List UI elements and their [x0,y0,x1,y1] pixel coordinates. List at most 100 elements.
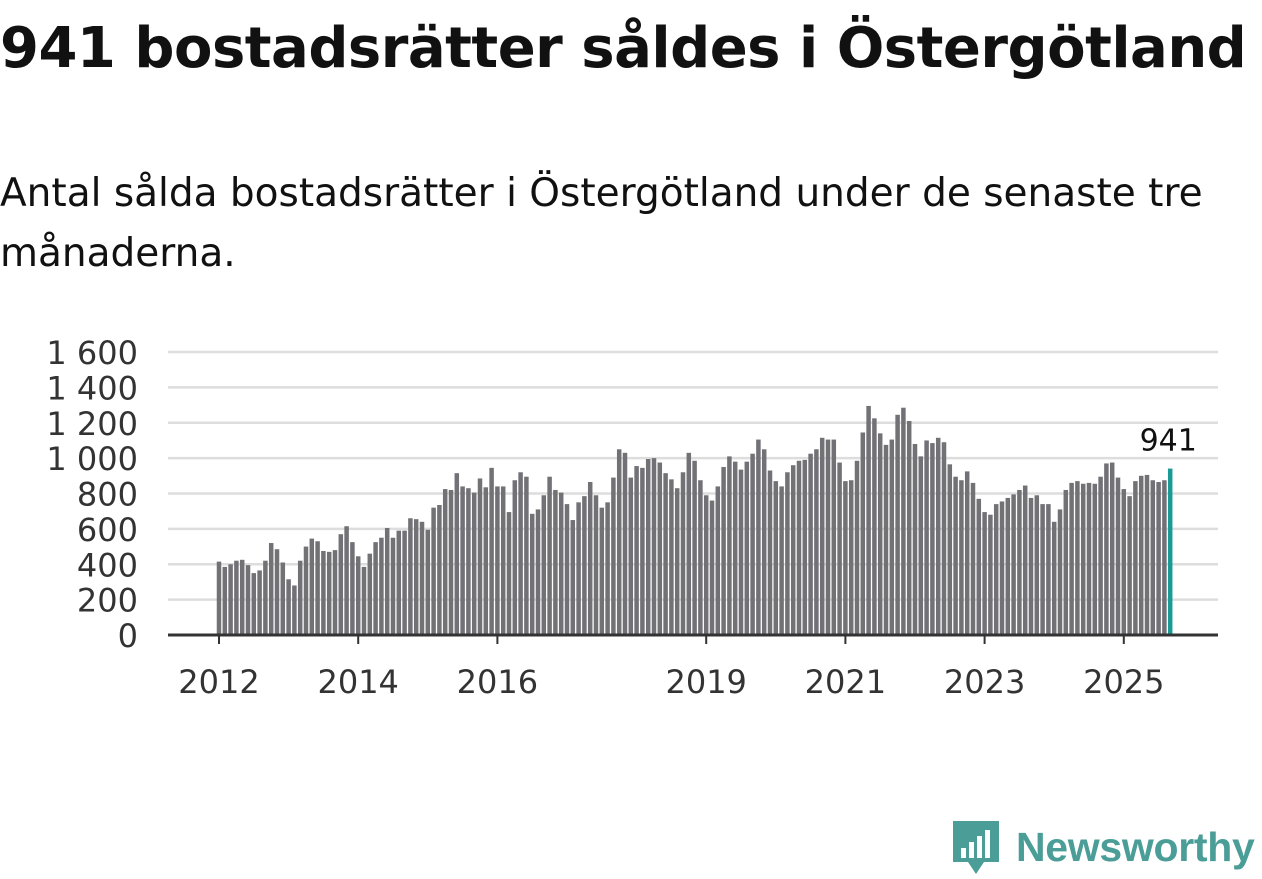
bar [976,498,982,635]
bar [715,486,721,635]
bar [408,518,413,635]
bar [993,504,999,635]
bar [286,579,291,635]
bar [721,466,726,635]
bar [918,456,924,635]
y-tick-label: 0 [118,617,138,655]
bar [941,442,947,635]
bar [924,440,929,635]
bar [495,486,500,635]
bar [535,509,541,635]
bar [854,460,860,635]
bar [1063,489,1069,635]
bar [245,565,251,635]
bar [280,562,286,635]
bar [350,542,355,635]
bar [558,492,564,635]
bar [947,464,953,635]
bar [964,471,970,635]
bar [419,521,425,635]
bar [912,443,918,635]
bar [234,560,239,635]
bar [785,472,790,635]
y-tick-label: 1 400 [46,369,138,407]
bar [425,529,431,635]
newsworthy-logo[interactable]: Newsworthy [950,818,1255,876]
bar [593,495,599,635]
bar [1150,480,1156,635]
bar [669,479,674,635]
x-tick-label: 2025 [1083,663,1164,701]
bar [767,470,773,635]
bar [616,449,622,635]
bar [628,477,634,635]
bar [448,489,454,635]
bar [761,449,767,635]
bar [930,443,935,635]
bar [651,458,657,635]
bar [988,514,993,635]
bar [576,502,581,635]
bar [413,519,419,635]
bar [1104,463,1109,635]
bar [1138,475,1144,635]
bar [228,564,233,635]
bar [756,439,761,635]
bar [222,566,228,635]
bar [1051,521,1057,635]
bar [547,476,552,635]
bar [553,489,558,635]
bar [309,538,315,635]
bar [361,566,367,635]
bar [1092,483,1098,635]
bar [251,573,257,635]
bar [674,488,680,635]
bar [384,527,390,635]
brand-name: Newsworthy [1016,823,1255,870]
bar [999,501,1005,635]
bar [953,476,958,635]
bar [390,537,396,635]
bar-latest [1167,468,1173,635]
bar [489,467,494,635]
bar [1109,462,1115,635]
x-axis: 2012 2014 2016 2019 2021 2023 2025 [168,633,1218,701]
bar [982,512,987,635]
bar [703,495,709,635]
bar [332,550,338,635]
bar [1040,504,1045,635]
bar [1162,480,1167,635]
bar [837,462,842,635]
bar [379,537,384,635]
bar [860,432,866,635]
bar [796,460,802,635]
bar [529,513,535,635]
bar [692,460,697,635]
bar [570,520,576,635]
x-tick-label: 2014 [317,663,398,701]
bar [1115,477,1121,635]
bar [1127,496,1132,635]
bar [1144,474,1150,635]
y-tick-label: 1 000 [46,440,138,478]
bar [877,433,883,635]
bar [367,553,373,635]
bar [744,461,750,635]
bar [466,488,471,635]
bar [959,480,964,635]
bar [599,507,605,635]
bar [709,500,715,635]
bar [344,526,349,635]
bar [216,561,222,635]
bar [1057,509,1063,635]
latest-value-label: 941 [1140,424,1197,459]
bar [831,439,837,635]
bar [396,530,402,635]
bar [483,487,489,635]
bar [622,452,628,635]
bar [431,507,436,635]
bars [216,405,1173,635]
bar [512,480,518,635]
